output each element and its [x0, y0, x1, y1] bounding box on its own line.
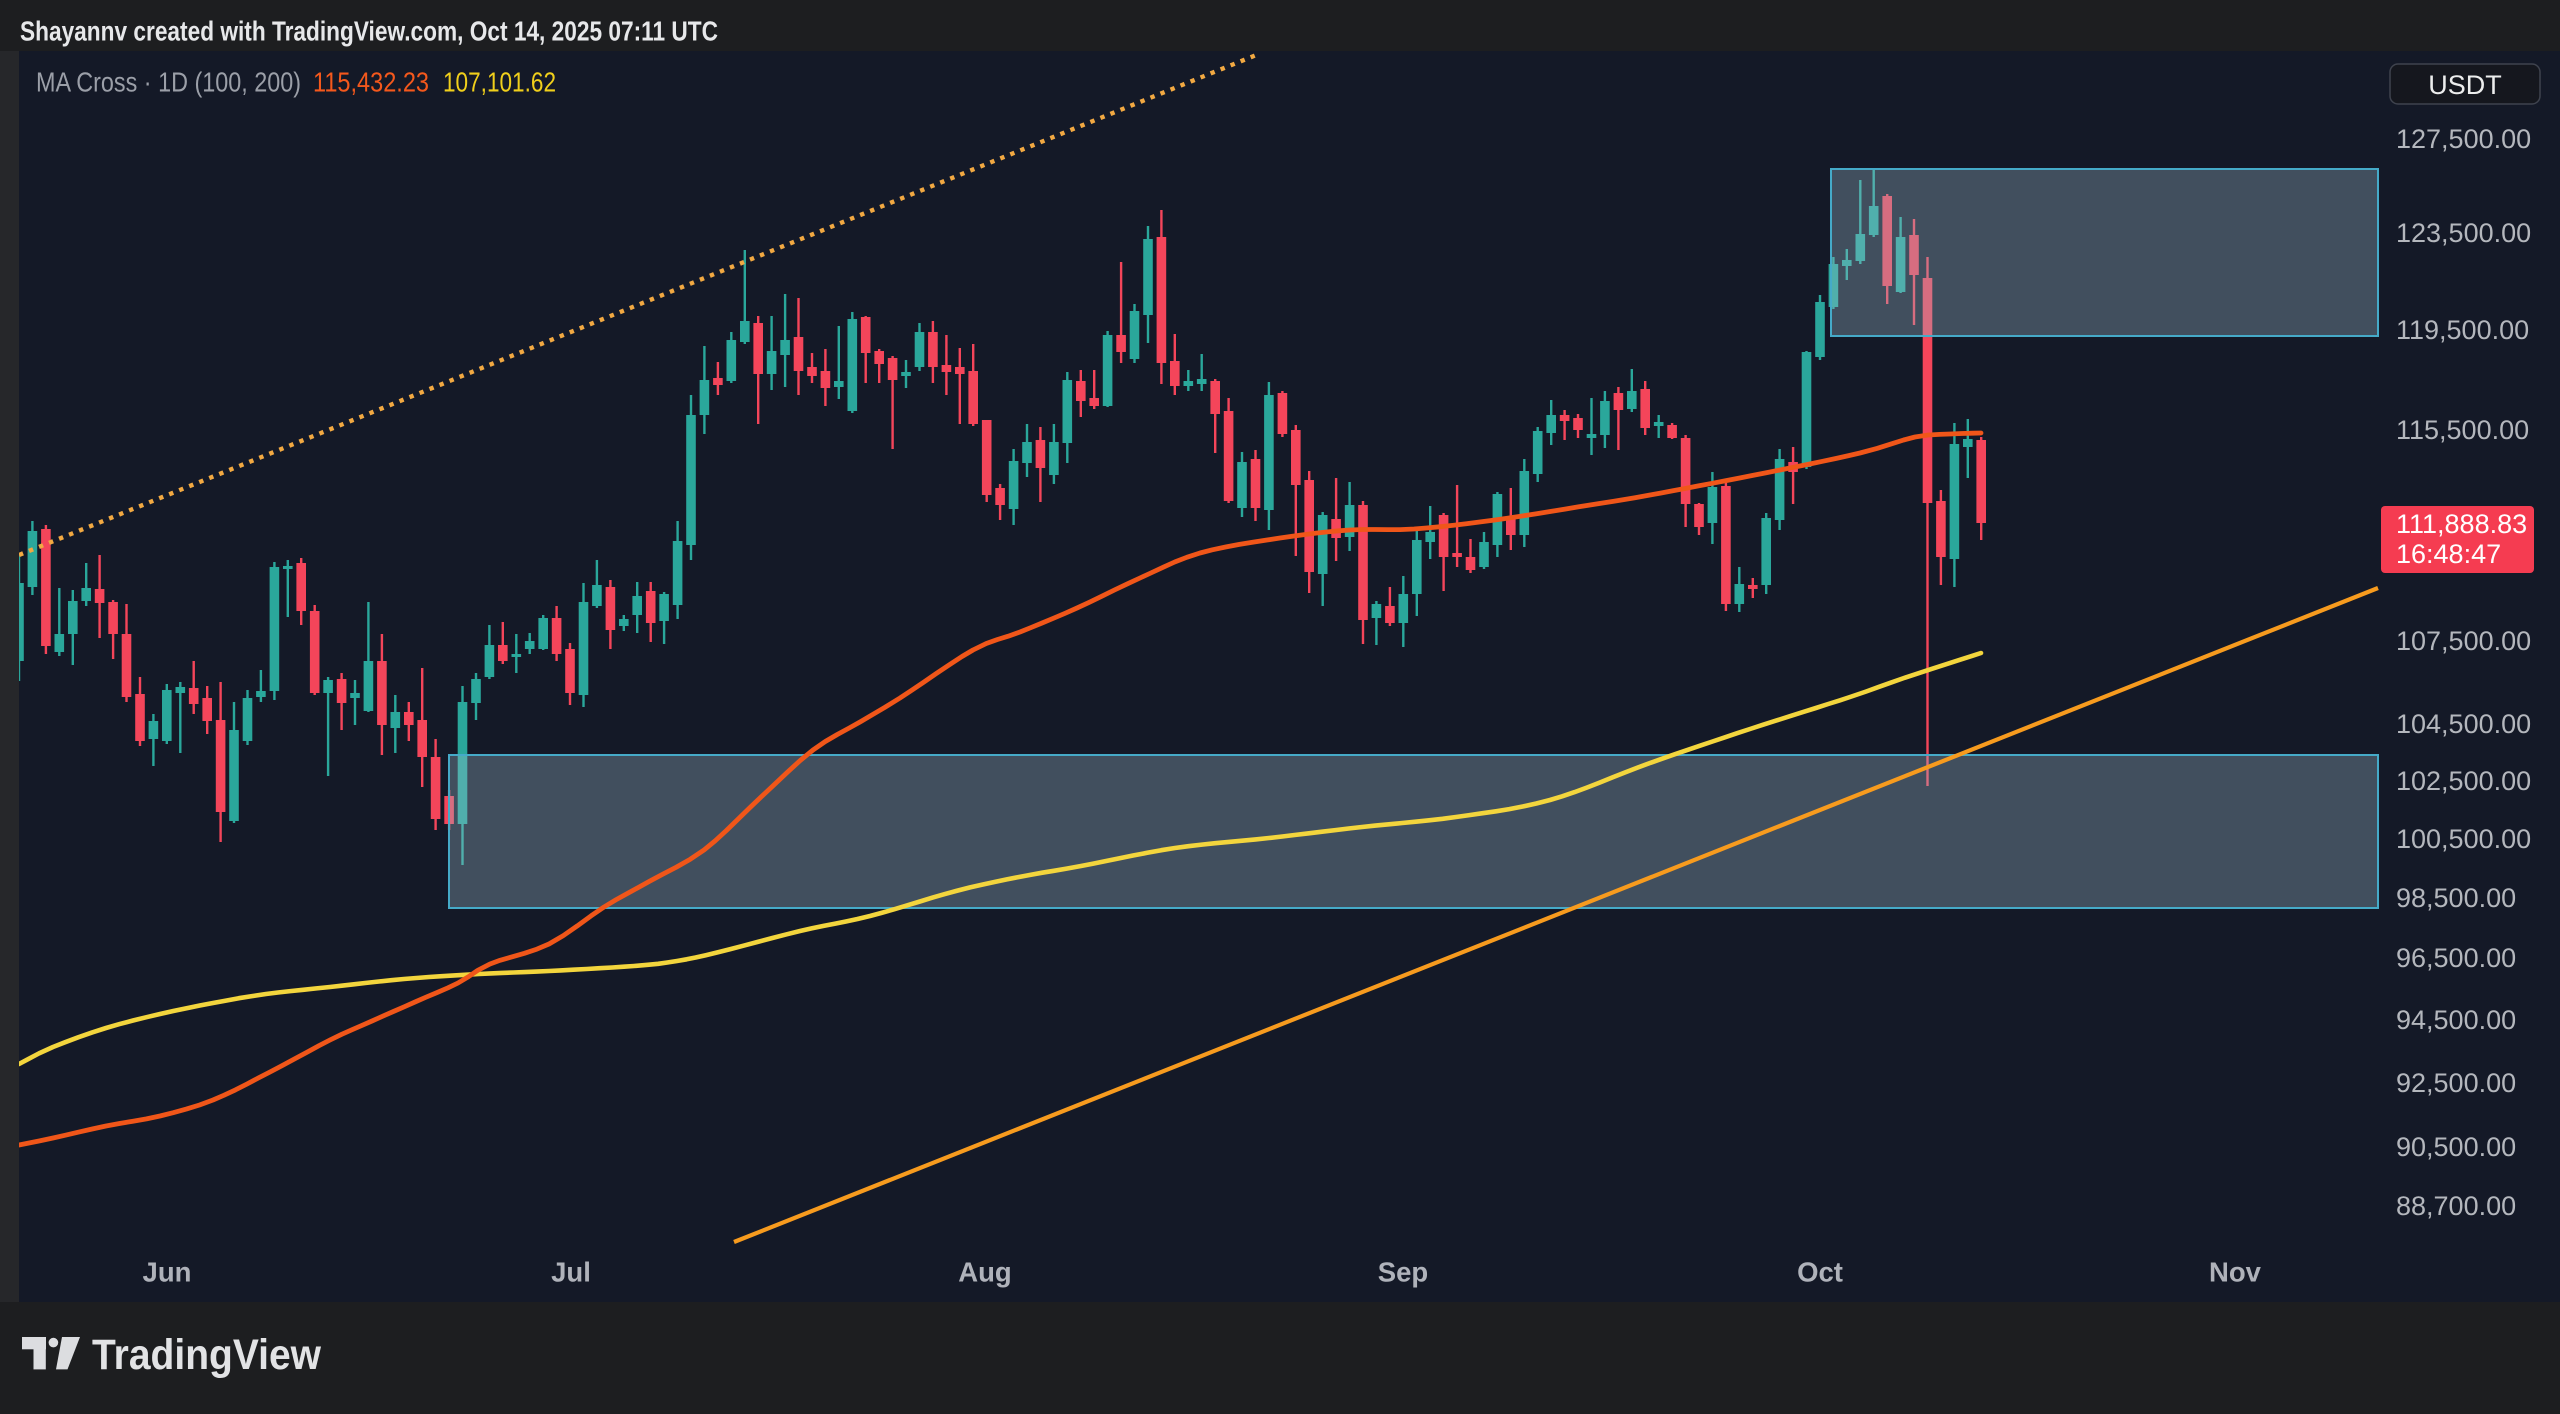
svg-text:90,500.00: 90,500.00 — [2396, 1132, 2516, 1162]
svg-text:USDT: USDT — [2428, 70, 2502, 100]
svg-text:115,432.23: 115,432.23 — [313, 67, 429, 98]
svg-text:104,500.00: 104,500.00 — [2396, 709, 2531, 739]
svg-text:111,888.83: 111,888.83 — [2396, 509, 2527, 539]
svg-text:98,500.00: 98,500.00 — [2396, 883, 2516, 913]
svg-text:16:48:47: 16:48:47 — [2396, 539, 2501, 569]
svg-text:107,101.62: 107,101.62 — [443, 67, 556, 98]
svg-text:Sep: Sep — [1378, 1257, 1428, 1288]
svg-text:88,700.00: 88,700.00 — [2396, 1191, 2516, 1221]
svg-text:127,500.00: 127,500.00 — [2396, 124, 2531, 154]
svg-text:Nov: Nov — [2209, 1257, 2262, 1288]
svg-text:102,500.00: 102,500.00 — [2396, 766, 2531, 796]
svg-text:107,500.00: 107,500.00 — [2396, 626, 2531, 656]
svg-text:Shayannv created with TradingV: Shayannv created with TradingView.com, O… — [20, 16, 718, 47]
svg-text:94,500.00: 94,500.00 — [2396, 1005, 2516, 1035]
svg-text:96,500.00: 96,500.00 — [2396, 943, 2516, 973]
svg-text:TradingView: TradingView — [92, 1331, 322, 1379]
svg-text:115,500.00: 115,500.00 — [2396, 415, 2529, 445]
svg-text:123,500.00: 123,500.00 — [2396, 218, 2531, 248]
svg-text:Jul: Jul — [551, 1257, 591, 1288]
svg-text:MA Cross · 1D (100, 200): MA Cross · 1D (100, 200) — [36, 67, 301, 98]
svg-text:119,500.00: 119,500.00 — [2396, 315, 2529, 345]
svg-text:Jun: Jun — [143, 1257, 192, 1288]
svg-text:92,500.00: 92,500.00 — [2396, 1068, 2516, 1098]
svg-text:Aug: Aug — [958, 1257, 1011, 1288]
svg-text:100,500.00: 100,500.00 — [2396, 824, 2531, 854]
svg-text:Oct: Oct — [1797, 1257, 1843, 1288]
